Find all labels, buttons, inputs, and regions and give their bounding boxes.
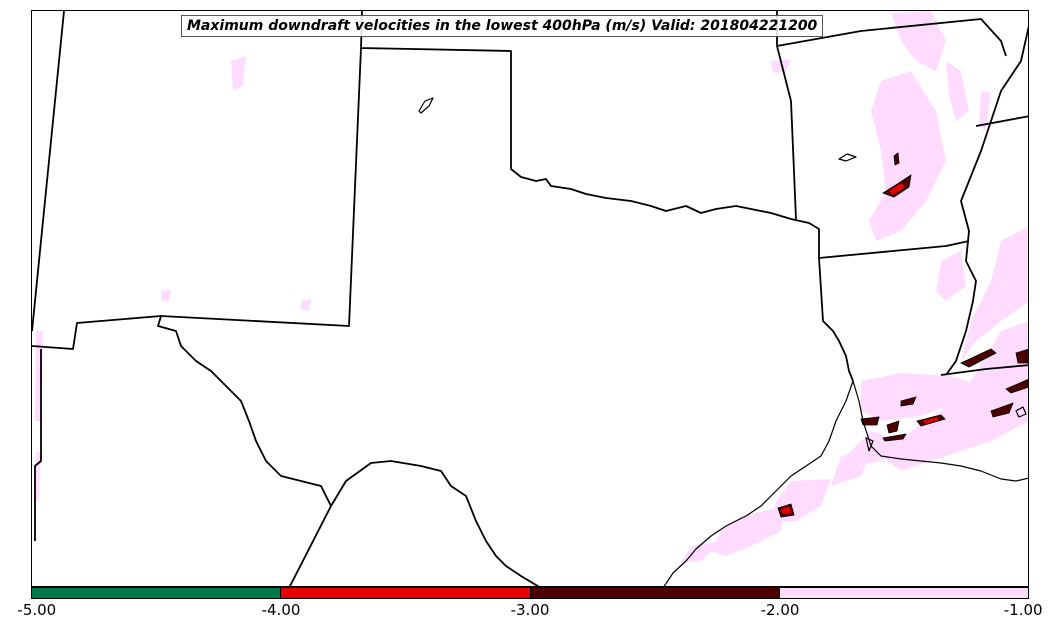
colorbar-segment [530,588,780,598]
colorbar-tick-label: -4.00 [261,601,301,619]
strong-downdraft-areas [777,152,1028,518]
coastline [418,97,1028,586]
light-downdraft-areas [35,11,1028,563]
map-panel [31,10,1029,587]
colorbar-segment [779,588,1028,598]
colorbar-tick-label: -3.00 [510,601,550,619]
colorbar-tick-label: -2.00 [760,601,800,619]
map-title: Maximum downdraft velocities in the lowe… [181,15,824,37]
state-boundaries [32,11,1028,586]
colorbar-segment [281,588,531,598]
map-canvas [32,11,1028,586]
colorbar [31,587,1029,599]
colorbar-segment [32,588,282,598]
colorbar-tick-label: -1.00 [1003,601,1043,619]
colorbar-tick-label: -5.00 [17,601,57,619]
